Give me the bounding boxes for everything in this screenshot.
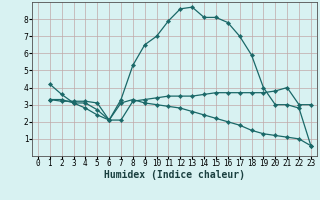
X-axis label: Humidex (Indice chaleur): Humidex (Indice chaleur) xyxy=(104,170,245,180)
